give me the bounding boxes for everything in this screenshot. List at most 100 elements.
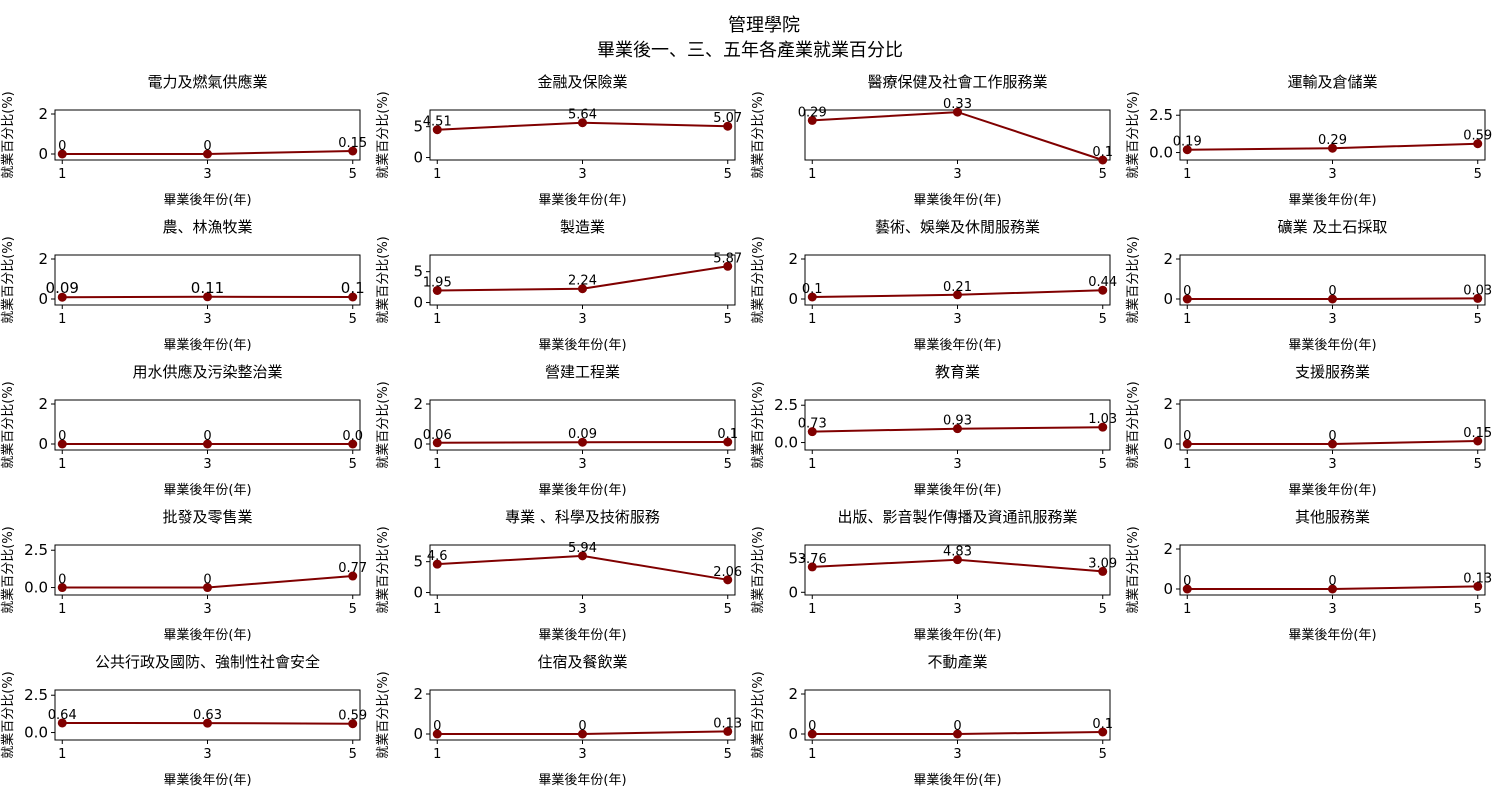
subplot-title: 藝術、娛樂及休閒服務業 bbox=[875, 218, 1040, 236]
data-label: 0.93 bbox=[943, 414, 972, 429]
data-label: 0 bbox=[203, 573, 211, 588]
x-tick-label: 3 bbox=[578, 602, 586, 617]
y-tick-label: 0 bbox=[38, 435, 48, 453]
y-axis-label: 就業百分比(%) bbox=[0, 381, 16, 469]
data-point bbox=[807, 562, 817, 572]
data-label: 0.21 bbox=[943, 280, 972, 295]
x-tick-label: 5 bbox=[1099, 602, 1107, 617]
x-axis-label: 畢業後年份(年) bbox=[163, 482, 251, 498]
data-point bbox=[1098, 566, 1108, 576]
x-tick-label: 5 bbox=[349, 747, 357, 762]
x-tick-label: 1 bbox=[433, 457, 441, 472]
data-label: 0.15 bbox=[338, 136, 367, 151]
data-label: 0.1 bbox=[1092, 717, 1113, 732]
x-tick-label: 5 bbox=[1099, 312, 1107, 327]
y-tick-label: 2 bbox=[38, 395, 48, 413]
subplot-title: 醫療保健及社會工作服務業 bbox=[867, 73, 1047, 91]
data-point bbox=[807, 115, 817, 125]
x-tick-label: 5 bbox=[1099, 457, 1107, 472]
data-point bbox=[723, 261, 733, 271]
x-tick-label: 1 bbox=[1183, 312, 1191, 327]
data-point bbox=[1473, 139, 1483, 149]
subplot: 出版、影音製作傳播及資通訊服務業 1 3 5 0 5 畢業後年份(年) 就業百分比(%) 3.7… bbox=[750, 508, 1117, 643]
data-label: 0 bbox=[1328, 429, 1336, 444]
y-axis-label: 就業百分比(%) bbox=[375, 91, 391, 179]
subplot: 藝術、娛樂及休閒服務業 1 3 5 0 2 畢業後年份(年) 就業百分比(%) 0.1 0.21 0… bbox=[750, 218, 1117, 353]
y-tick-label: 5 bbox=[413, 553, 423, 571]
data-point bbox=[57, 292, 67, 302]
data-label: 5.07 bbox=[713, 111, 742, 126]
y-axis-label: 就業百分比(%) bbox=[375, 236, 391, 324]
data-point bbox=[953, 424, 962, 434]
figure-title-line1: 管理學院 bbox=[728, 15, 800, 36]
subplot-title: 支援服務業 bbox=[1295, 363, 1370, 381]
subplot-title: 其他服務業 bbox=[1295, 508, 1370, 526]
data-point bbox=[1473, 436, 1483, 446]
x-tick-label: 1 bbox=[808, 747, 816, 762]
y-tick-label: 2 bbox=[413, 685, 423, 703]
subplot-title: 用水供應及污染整治業 bbox=[132, 363, 282, 381]
data-point bbox=[1182, 439, 1192, 449]
x-tick-label: 3 bbox=[1328, 602, 1336, 617]
x-tick-label: 5 bbox=[1099, 747, 1107, 762]
y-tick-label: 0.0 bbox=[24, 579, 48, 597]
y-tick-label: 0 bbox=[788, 583, 798, 601]
data-label: 0.09 bbox=[46, 279, 79, 297]
data-point bbox=[807, 427, 817, 437]
y-tick-label: 5 bbox=[788, 550, 798, 568]
data-point bbox=[953, 290, 962, 300]
x-tick-label: 5 bbox=[1099, 167, 1107, 182]
data-label: 0.1 bbox=[1092, 145, 1113, 160]
data-label: 0 bbox=[433, 719, 441, 734]
x-axis-label: 畢業後年份(年) bbox=[913, 627, 1001, 643]
y-axis-label: 就業百分比(%) bbox=[0, 526, 16, 614]
x-tick-label: 5 bbox=[349, 312, 357, 327]
x-axis-label: 畢業後年份(年) bbox=[538, 627, 626, 643]
data-label: 2.06 bbox=[713, 565, 742, 580]
data-label: 0.11 bbox=[191, 279, 224, 297]
data-label: 0.33 bbox=[943, 97, 972, 112]
data-label: 1.95 bbox=[423, 275, 452, 290]
data-point bbox=[1182, 145, 1192, 155]
subplot-title: 批發及零售業 bbox=[162, 508, 252, 526]
data-label: 0.73 bbox=[798, 417, 827, 432]
y-axis-label: 就業百分比(%) bbox=[750, 381, 766, 469]
x-tick-label: 3 bbox=[953, 747, 961, 762]
data-point bbox=[1328, 439, 1337, 449]
y-axis-label: 就業百分比(%) bbox=[750, 236, 766, 324]
x-tick-label: 3 bbox=[953, 457, 961, 472]
data-label: 0 bbox=[1183, 284, 1191, 299]
x-tick-label: 3 bbox=[578, 312, 586, 327]
subplot: 金融及保險業 1 3 5 0 5 畢業後年份(年) 就業百分比(%) 4.51 5.64 5.07 bbox=[375, 73, 742, 208]
subplot: 公共行政及國防、強制性社會安全 1 3 5 0.0 2.5 畢業後年份(年) 就業百分比(%)… bbox=[0, 653, 367, 788]
data-point bbox=[432, 438, 442, 448]
y-tick-label: 0 bbox=[413, 584, 423, 602]
data-label: 0 bbox=[1328, 574, 1336, 589]
data-point bbox=[807, 729, 817, 739]
data-label: 4.6 bbox=[427, 549, 448, 564]
y-tick-label: 2.5 bbox=[1149, 106, 1173, 124]
x-tick-label: 1 bbox=[433, 312, 441, 327]
x-tick-label: 1 bbox=[58, 602, 66, 617]
data-point bbox=[578, 437, 587, 447]
data-point bbox=[578, 284, 587, 294]
data-label: 0.06 bbox=[423, 428, 452, 443]
x-tick-label: 3 bbox=[953, 312, 961, 327]
data-label: 0.77 bbox=[338, 561, 367, 576]
x-tick-label: 1 bbox=[58, 747, 66, 762]
y-axis-label: 就業百分比(%) bbox=[1125, 526, 1141, 614]
x-tick-label: 1 bbox=[433, 602, 441, 617]
y-tick-label: 0 bbox=[413, 435, 423, 453]
data-point bbox=[432, 729, 442, 739]
data-label: 0 bbox=[203, 139, 211, 154]
data-point bbox=[348, 292, 358, 302]
x-tick-label: 3 bbox=[1328, 167, 1336, 182]
y-tick-label: 0 bbox=[788, 290, 798, 308]
x-tick-label: 3 bbox=[578, 747, 586, 762]
x-tick-label: 3 bbox=[203, 602, 211, 617]
data-point bbox=[723, 575, 733, 585]
data-point bbox=[723, 121, 733, 131]
